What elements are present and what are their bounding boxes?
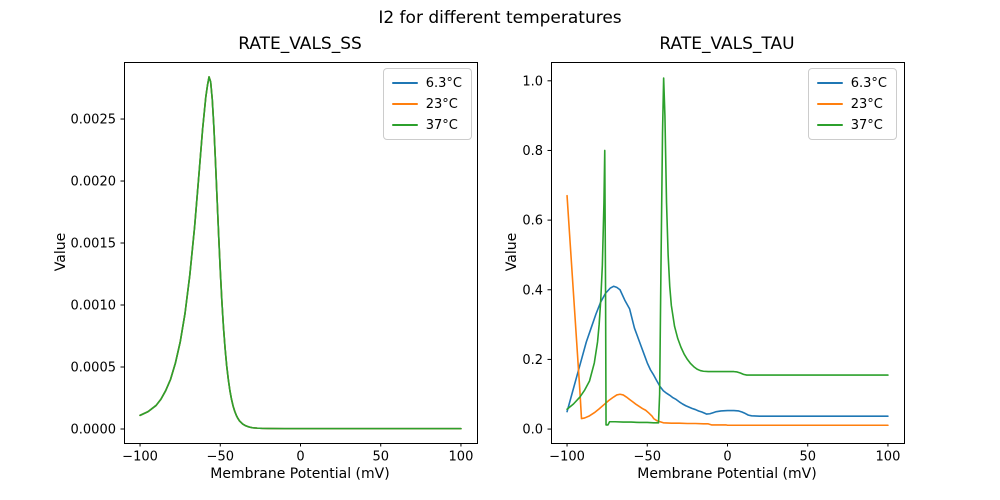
y-tick-label: 0.2 <box>522 353 543 368</box>
y-axis-label-right: Value <box>504 232 520 272</box>
y-tick-label: 0.0000 <box>71 422 117 437</box>
legend-item: 37°C <box>816 116 887 134</box>
legend-right: 6.3°C 23°C 37°C <box>807 68 897 140</box>
legend-line-sample <box>391 82 418 84</box>
x-axis-label-left: Membrane Potential (mV) <box>210 466 390 482</box>
axes-frame <box>551 62 905 444</box>
legend-label: 23°C <box>425 96 458 112</box>
x-tick-label: −50 <box>634 450 661 465</box>
y-tick-label: 0.4 <box>522 283 543 298</box>
y-tick-label: 0.8 <box>522 144 543 159</box>
y-tick-label: 1.0 <box>522 74 543 89</box>
series-line-0-2 <box>139 76 462 430</box>
y-tick-label: 0.0025 <box>71 113 117 128</box>
legend-item: 23°C <box>816 95 887 113</box>
legend-label: 37°C <box>425 117 458 133</box>
y-tick-label: 0.0 <box>522 423 543 438</box>
series-line-1-2 <box>566 77 889 426</box>
legend-left: 6.3°C 23°C 37°C <box>382 68 472 140</box>
legend-label: 6.3°C <box>850 75 887 91</box>
subplot-1: −100 −50 0 50 100 0.0 0.2 0.4 0.6 0.8 1.0 <box>522 62 905 465</box>
legend-item: 6.3°C <box>816 74 887 92</box>
legend-item: 23°C <box>391 95 462 113</box>
x-tick-label: 50 <box>799 450 816 465</box>
x-tick-label: 100 <box>876 450 901 465</box>
subplot-0: −100 −50 0 50 100 0.0000 0.0005 0.0010 0.0015 0.0… <box>71 62 478 465</box>
y-axis-label-left: Value <box>53 232 69 272</box>
figure-title: I2 for different temperatures <box>378 8 622 28</box>
legend-label: 6.3°C <box>425 75 462 91</box>
x-tick-label: −50 <box>207 450 234 465</box>
series-line-1-1 <box>566 194 889 427</box>
x-tick-label: 0 <box>723 450 731 465</box>
axes-title-rate-vals-tau: RATE_VALS_TAU <box>659 34 795 54</box>
legend-label: 23°C <box>850 96 883 112</box>
legend-line-sample <box>816 82 843 84</box>
legend-line-sample <box>391 103 418 105</box>
axes-frame <box>124 62 478 444</box>
y-tick-label: 0.6 <box>522 214 543 229</box>
y-tick-label: 0.0005 <box>71 360 117 375</box>
x-tick-label: −100 <box>549 450 585 465</box>
x-axis-label-right: Membrane Potential (mV) <box>637 466 817 482</box>
legend-line-sample <box>816 124 843 126</box>
legend-label: 37°C <box>850 117 883 133</box>
legend-item: 6.3°C <box>391 74 462 92</box>
legend-item: 37°C <box>391 116 462 134</box>
x-tick-label: 0 <box>296 450 304 465</box>
legend-line-sample <box>816 103 843 105</box>
legend-line-sample <box>391 124 418 126</box>
x-tick-label: 100 <box>449 450 474 465</box>
y-tick-label: 0.0010 <box>71 299 117 314</box>
axes-title-rate-vals-ss: RATE_VALS_SS <box>238 34 362 54</box>
y-tick-label: 0.0015 <box>71 237 117 252</box>
y-tick-label: 0.0020 <box>71 175 117 190</box>
series-line-1-0 <box>566 285 889 417</box>
x-tick-label: 50 <box>372 450 389 465</box>
x-tick-label: −100 <box>122 450 158 465</box>
